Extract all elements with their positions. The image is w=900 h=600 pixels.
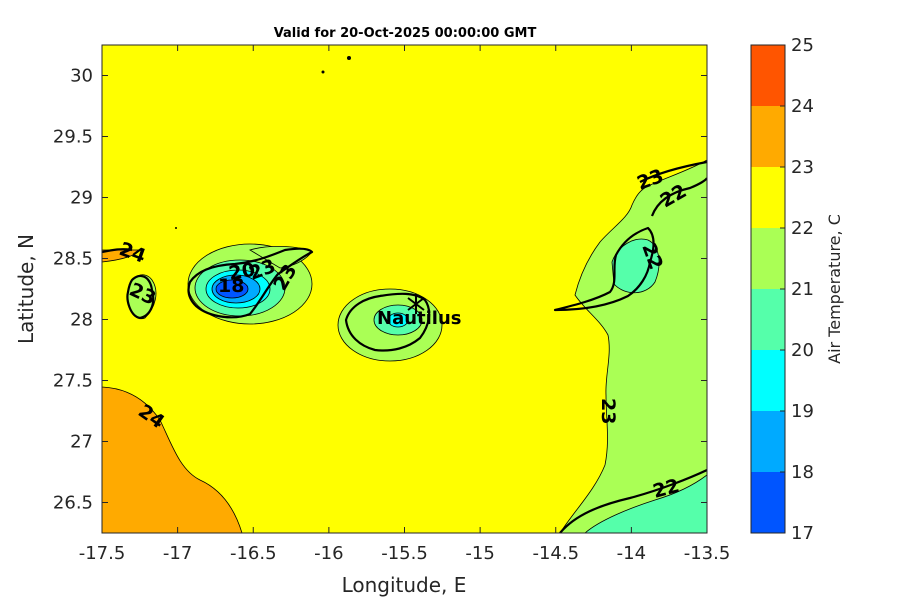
coast-africa (559, 469, 707, 533)
colorbar-tick-label: 18 (791, 462, 814, 483)
x-tick-label: -17 (163, 543, 192, 564)
colorbar-label: Air Temperature, C (825, 214, 844, 364)
x-axis-ticks: -17.5 -17 -16.5 -16 -15.5 -15 -14.5 -14 -13.5 (79, 45, 731, 564)
colorbar-segment (751, 289, 785, 350)
map-title: Valid for 20-Oct-2025 00:00:00 GMT (274, 26, 537, 41)
contour-plot-area: 24 23 24 23 23 22 22 23 22 18 20 23 Naut… (102, 45, 707, 533)
colorbar-tick-label: 17 (791, 523, 814, 544)
coast-tenerife (187, 247, 314, 319)
x-tick-label: -16.5 (230, 543, 277, 564)
band-23-24-southwest (102, 386, 243, 533)
colorbar-segment (751, 45, 785, 106)
coast-la-gomera (126, 274, 155, 320)
x-tick-label: -15.5 (381, 543, 428, 564)
islet-3 (175, 227, 177, 229)
band-17-18-tenerife (215, 279, 249, 299)
colorbar-tick-label: 21 (791, 279, 814, 300)
y-tick-label: 26.5 (53, 493, 93, 514)
x-tick-label: -14.5 (532, 543, 579, 564)
y-tick-label: 29 (70, 188, 93, 209)
y-tick-label: 27.5 (53, 371, 93, 392)
station-cross-icon (407, 294, 425, 314)
band-19-20-gran-canaria (387, 312, 409, 328)
band-20-21-fuerteventura (611, 238, 660, 294)
colorbar-tick-label: 19 (791, 401, 814, 422)
colorbar-ticks: 25 24 23 22 21 20 19 18 17 (780, 35, 814, 544)
coast-lanzarote (650, 177, 707, 217)
colorbar-segment (751, 411, 785, 472)
station-marker: Nautilus (377, 294, 462, 329)
colorbar-tick-label: 22 (791, 218, 814, 239)
colorbar-segment (751, 167, 785, 228)
islet-2 (321, 70, 325, 74)
x-tick-label: -17.5 (79, 543, 126, 564)
y-tick-label: 28 (70, 310, 93, 331)
band-20-21-southeast (584, 474, 707, 533)
colorbar (750, 44, 786, 534)
colorbar-tick-label: 24 (791, 96, 814, 117)
y-tick-label: 28.5 (53, 249, 93, 270)
x-tick-label: -15 (465, 543, 494, 564)
y-tick-label: 30 (70, 66, 93, 87)
coast-fuerteventura (553, 226, 655, 312)
colorbar-segment (751, 228, 785, 289)
colorbar-tick-label: 23 (791, 157, 814, 178)
colorbar-tick-label: 20 (791, 340, 814, 361)
y-tick-label: 27 (70, 432, 93, 453)
y-tick-label: 29.5 (53, 127, 93, 148)
colorbar-segment (751, 472, 785, 533)
x-axis-label: Longitude, E (342, 573, 467, 597)
islet-1 (347, 56, 351, 60)
colorbar-tick-label: 25 (791, 35, 814, 56)
contour-label: 18 (218, 275, 244, 297)
coast-gran-canaria (344, 292, 431, 352)
coast-lanzarote-north (639, 160, 707, 183)
x-tick-label: -14 (617, 543, 646, 564)
colorbar-segment (751, 106, 785, 167)
station-label: Nautilus (377, 308, 462, 329)
x-tick-label: -16 (314, 543, 343, 564)
x-tick-label: -13.5 (684, 543, 731, 564)
colorbar-segment (751, 350, 785, 411)
coast-la-palma (102, 248, 133, 254)
band-21-22-east (559, 159, 707, 533)
contour-label: 23 (597, 398, 619, 424)
coastlines (102, 56, 707, 533)
contour-label: 20 (227, 259, 257, 285)
y-axis-label: Latitude, N (14, 234, 38, 344)
y-axis-ticks: 30 29.5 29 28.5 28 27.5 27 26.5 (53, 66, 707, 514)
